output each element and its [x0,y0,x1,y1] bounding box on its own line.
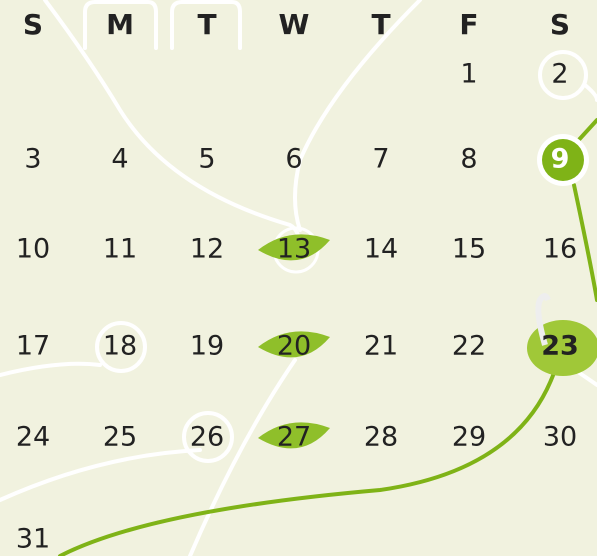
day-number: 28 [364,422,398,453]
day-number: 12 [190,234,224,265]
day-number: 3 [24,144,41,175]
day-number: 27 [277,422,311,453]
day-number: 20 [277,331,311,362]
day-number: 9 [551,144,570,175]
day-number: 8 [460,144,477,175]
weekday-header: T [197,8,216,41]
day-number: 24 [16,422,50,453]
day-number: 29 [452,422,486,453]
day-number: 21 [364,331,398,362]
weekday-header: F [459,8,478,41]
day-number: 2 [551,59,568,90]
day-number: 14 [364,234,398,265]
day-number: 23 [541,331,579,362]
decorations [0,0,597,556]
weekday-header: M [106,8,134,41]
day-number: 25 [103,422,137,453]
day-number: 10 [16,234,50,265]
day-number: 22 [452,331,486,362]
day-number: 17 [16,331,50,362]
weekday-header: S [550,8,570,41]
day-number: 26 [190,422,224,453]
day-number: 18 [103,331,137,362]
day-number: 19 [190,331,224,362]
day-number: 13 [277,234,311,265]
day-number: 5 [198,144,215,175]
weekday-header: W [279,8,310,41]
day-number: 31 [16,524,50,555]
day-number: 11 [103,234,137,265]
weekday-header: S [23,8,43,41]
day-number: 30 [543,422,577,453]
day-number: 16 [543,234,577,265]
weekday-header: T [371,8,390,41]
day-number: 4 [111,144,128,175]
day-number: 6 [285,144,302,175]
day-number: 1 [460,59,477,90]
calendar: SMTWTFS123456789101112131415161718192021… [0,0,597,556]
day-number: 15 [452,234,486,265]
highlights [258,134,597,448]
day-number: 7 [372,144,389,175]
